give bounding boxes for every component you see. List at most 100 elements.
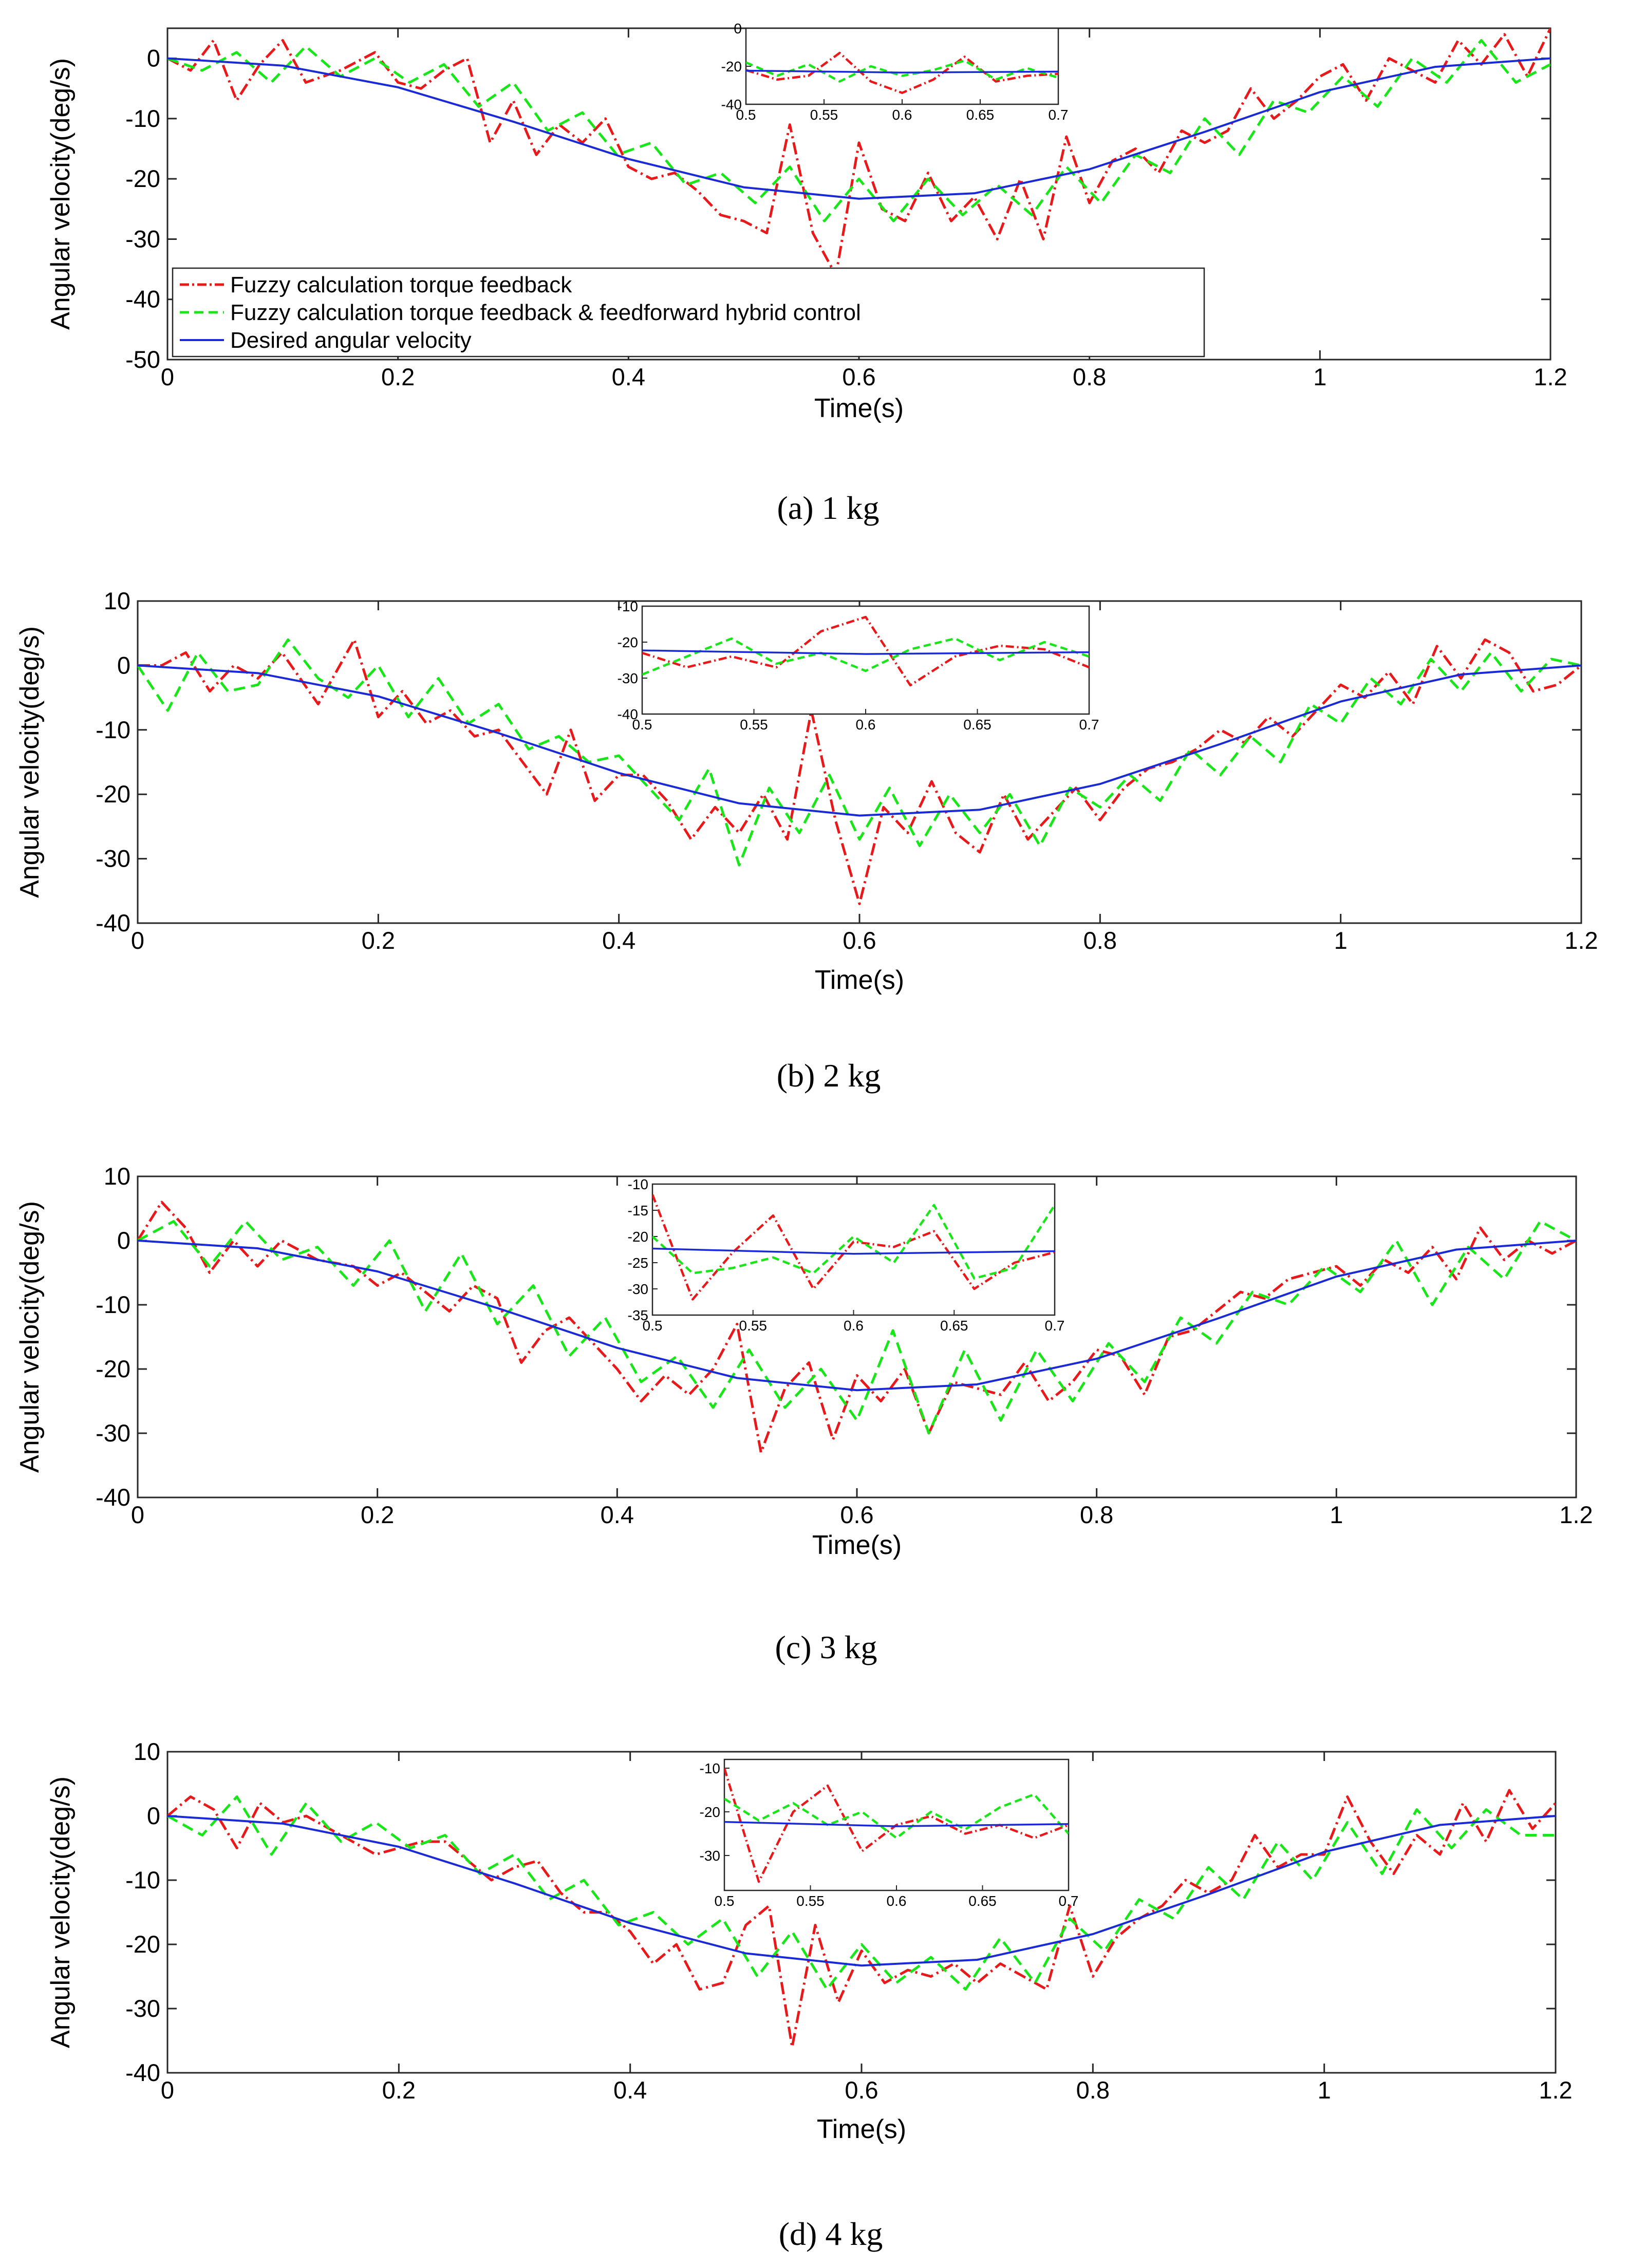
x-tick-label: 0.6 — [845, 2076, 878, 2104]
series-line-hybrid-control — [138, 1220, 1576, 1435]
inset-y-tick-label: -30 — [700, 1848, 720, 1864]
y-tick-label: -40 — [125, 2059, 160, 2086]
series-line-desired — [167, 57, 1550, 200]
x-tick-label: 0.6 — [840, 1501, 873, 1528]
inset-series-line-desired — [724, 1821, 1069, 1827]
inset-y-tick-label: -20 — [700, 1804, 720, 1820]
inset-series-line-desired — [652, 1247, 1055, 1255]
inset-plot-area — [641, 605, 1090, 715]
inset-y-tick-label: -35 — [628, 1307, 648, 1323]
inset-x-tick-label: 0.55 — [810, 107, 838, 123]
inset-x-tick-label: 0.65 — [966, 107, 995, 123]
x-tick-label: 0 — [131, 1501, 144, 1528]
x-tick-label: 0 — [131, 927, 144, 954]
legend-label-hybrid-control: Fuzzy calculation torque feedback & feed… — [230, 300, 861, 325]
panel-caption: (a) 1 kg — [777, 490, 879, 526]
panel-caption: (b) 2 kg — [777, 1057, 881, 1094]
inset-x-tick-label: 0.7 — [1059, 1893, 1079, 1909]
y-axis-label: Angular velocity(deg/s) — [46, 1776, 76, 2048]
inset-y-tick-label: -30 — [628, 1281, 648, 1297]
inset-x-tick-label: 0.5 — [643, 1318, 663, 1334]
panel-caption: (c) 3 kg — [775, 1629, 877, 1665]
series-line-fuzzy-feedback — [167, 1789, 1556, 2049]
legend-box — [172, 267, 1205, 358]
legend-label-desired: Desired angular velocity — [230, 328, 472, 353]
y-tick-label: 0 — [147, 45, 160, 72]
inset-x-tick-label: 0.7 — [1049, 107, 1069, 123]
series-line-hybrid-control — [167, 39, 1550, 222]
inset-y-tick-label: -15 — [628, 1203, 648, 1219]
x-axis-label: Time(s) — [815, 965, 904, 995]
x-tick-label: 0.8 — [1073, 363, 1106, 390]
inset-series-line-fuzzy-feedback — [746, 51, 1058, 95]
inset-y-tick-label: -40 — [618, 706, 638, 722]
inset-y-tick-label: -10 — [628, 1176, 648, 1192]
y-tick-label: -10 — [96, 1291, 130, 1318]
inset-series-line-hybrid-control — [652, 1204, 1055, 1280]
x-tick-label: 0.4 — [602, 927, 635, 954]
inset-series-line-desired — [746, 69, 1058, 73]
inset-y-tick-label: -20 — [721, 59, 742, 74]
y-tick-label: -20 — [96, 1355, 130, 1382]
inset-plot-area — [745, 27, 1059, 105]
inset-x-tick-label: 0.65 — [968, 1893, 997, 1909]
series-line-fuzzy-feedback — [138, 638, 1581, 905]
series-line-fuzzy-feedback — [167, 28, 1550, 277]
inset-x-tick-label: 0.5 — [632, 717, 652, 733]
y-tick-label: -20 — [125, 165, 160, 192]
inset-series-line-desired — [642, 649, 1089, 655]
x-tick-label: 0.6 — [843, 927, 876, 954]
inset-y-tick-label: -30 — [618, 670, 638, 686]
y-axis-label: Angular velocity(deg/s) — [46, 58, 76, 330]
inset-x-tick-label: 0.7 — [1045, 1318, 1065, 1334]
y-tick-label: 0 — [117, 651, 130, 679]
inset-series-group — [746, 51, 1058, 95]
x-axis-label: Time(s) — [812, 1530, 902, 1560]
x-tick-label: 0.4 — [601, 1501, 634, 1528]
legend-label-fuzzy-feedback: Fuzzy calculation torque feedback — [230, 272, 572, 297]
y-tick-label: -40 — [125, 286, 160, 313]
x-tick-label: 0.2 — [361, 1501, 394, 1528]
inset-y-tick-label: -20 — [618, 634, 638, 650]
inset-x-tick-label: 0.6 — [892, 107, 912, 123]
x-tick-label: 0 — [161, 363, 174, 390]
series-line-desired — [167, 1815, 1556, 1967]
inset-y-tick-label: -40 — [721, 97, 742, 113]
y-tick-label: -20 — [125, 1930, 160, 1958]
inset-x-tick-label: 0.5 — [715, 1893, 735, 1909]
legend: Fuzzy calculation torque feedback Fuzzy c… — [172, 267, 1205, 358]
inset-series-group — [724, 1768, 1069, 1883]
y-axis-label: Angular velocity(deg/s) — [15, 626, 45, 898]
x-tick-label: 0.4 — [613, 2076, 647, 2104]
series-line-hybrid-control — [138, 638, 1581, 867]
inset-x-tick-label: 0.5 — [736, 107, 756, 123]
x-tick-label: 1 — [1330, 1501, 1343, 1528]
inset-x-tick-label: 0.65 — [963, 717, 992, 733]
x-tick-label: 1.2 — [1539, 2076, 1572, 2104]
x-tick-label: 1 — [1313, 363, 1326, 390]
chart-panel: 0 0.2 0.4 0.6 0.8 1 1.2 10 0 -10 -20 -30 -40 Time(s) A… — [15, 1163, 1593, 1665]
series-group — [167, 28, 1550, 277]
inset-series-line-fuzzy-feedback — [724, 1768, 1069, 1883]
x-tick-label: 1.2 — [1534, 363, 1567, 390]
y-tick-label: -20 — [96, 780, 130, 808]
y-tick-label: -30 — [125, 225, 160, 252]
inset-x-tick-label: 0.7 — [1079, 717, 1099, 733]
x-tick-label: 1 — [1318, 2076, 1331, 2104]
inset-x-tick-label: 0.6 — [856, 717, 876, 733]
chart-panel: 0 0.2 0.4 0.6 0.8 1 1.2 0 -10 -20 -30 -40 -50 Time(s)… — [46, 21, 1567, 526]
y-tick-label: 0 — [147, 1802, 160, 1829]
y-axis-label: Angular velocity(deg/s) — [15, 1201, 45, 1473]
y-tick-label: -30 — [125, 1995, 160, 2022]
y-tick-label: -30 — [96, 845, 130, 872]
inset-x-tick-label: 0.6 — [844, 1318, 864, 1334]
inset-y-tick-label: -25 — [628, 1255, 648, 1271]
inset-series-line-hybrid-control — [642, 637, 1089, 676]
x-tick-label: 0 — [161, 2076, 174, 2104]
series-group — [138, 638, 1581, 905]
inset-series-group — [652, 1194, 1055, 1301]
y-tick-label: -10 — [125, 105, 160, 132]
x-axis-label: Time(s) — [814, 393, 904, 423]
inset-y-tick-label: -20 — [628, 1229, 648, 1245]
